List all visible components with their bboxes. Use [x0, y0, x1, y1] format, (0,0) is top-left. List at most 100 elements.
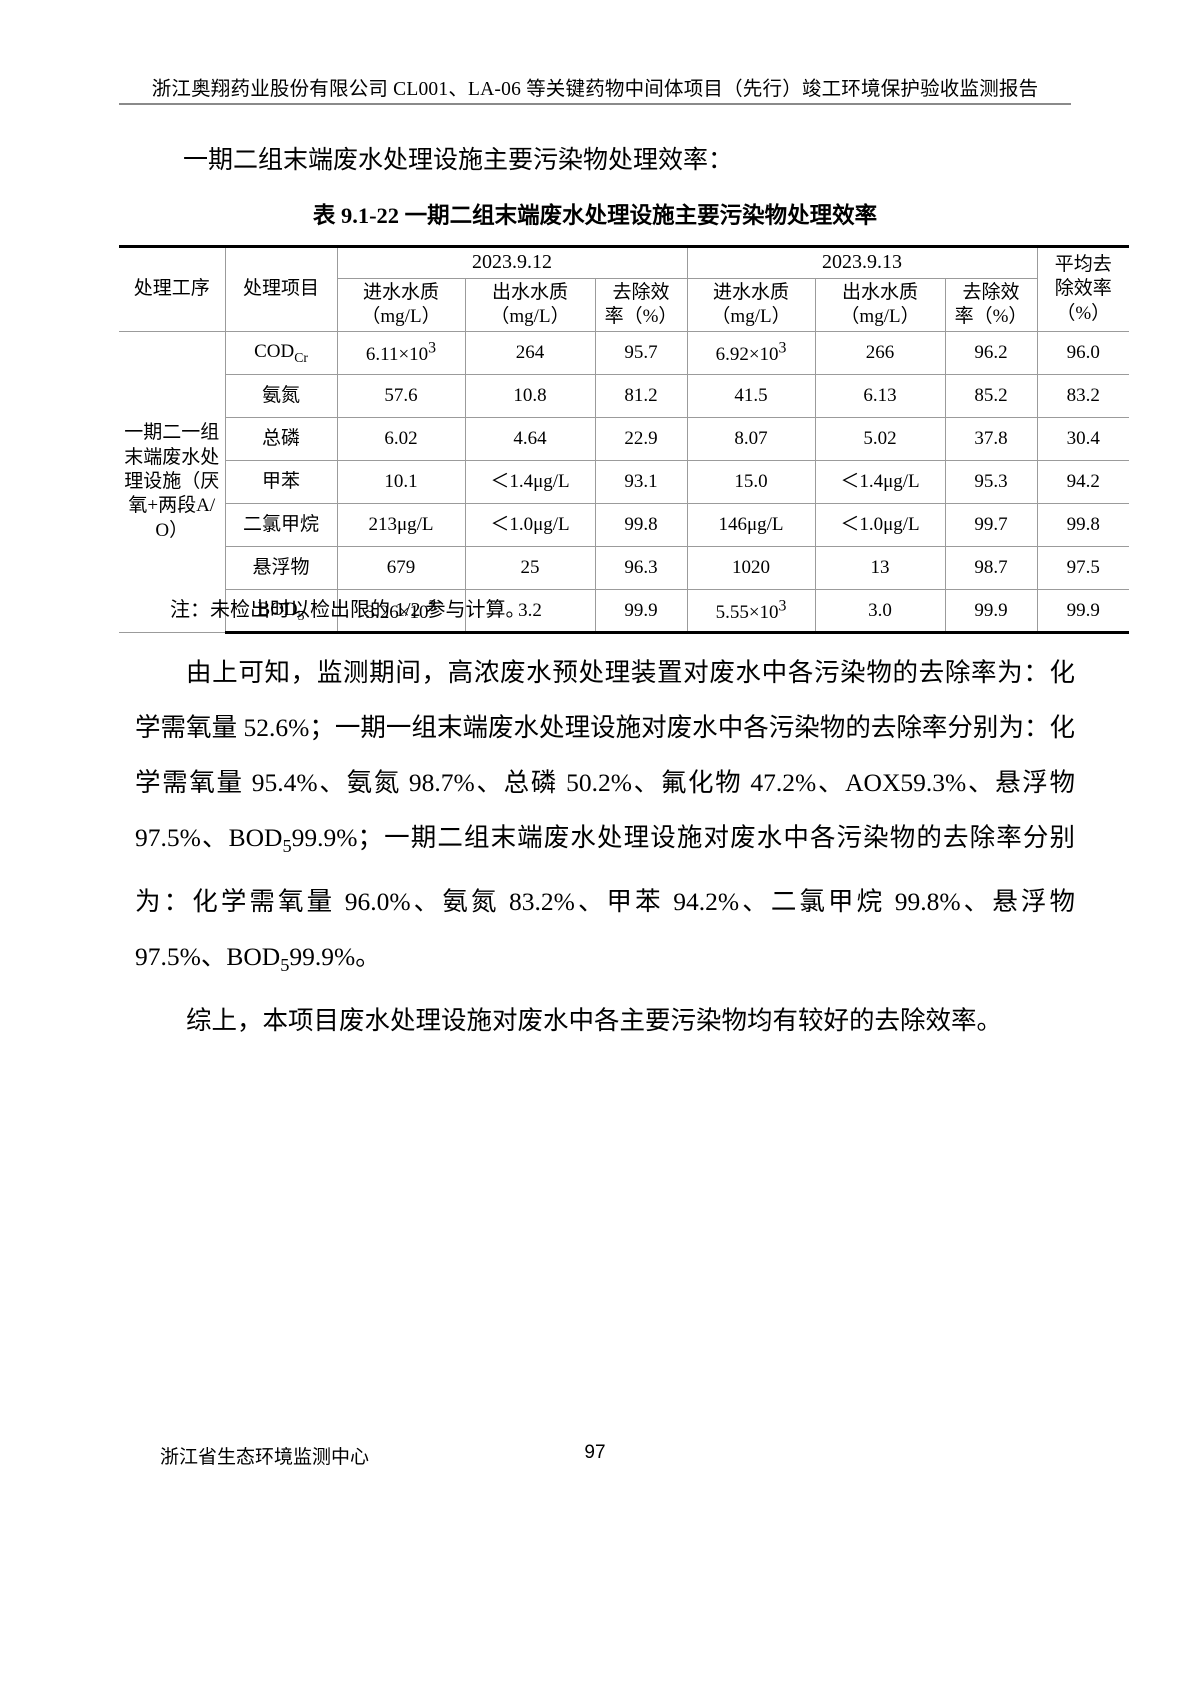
paragraph-1-sub-2: 5: [280, 955, 290, 976]
cell-d2-out: ＜1.0μg/L: [814, 503, 946, 548]
footer-page-number: 97: [584, 1442, 606, 1463]
cell-d1-eff: 99.9: [594, 589, 688, 635]
header-date-group-1: 2023.9.12: [336, 245, 688, 279]
cell-avg: 96.0: [1036, 331, 1130, 376]
cell-d1-in: 6.11×103: [336, 331, 466, 376]
cell-avg: 94.2: [1036, 460, 1130, 505]
cell-item: 悬浮物: [224, 546, 338, 591]
table-row: 甲苯 10.1 ＜1.4μg/L 93.1 15.0 ＜1.4μg/L 95.3…: [119, 460, 1130, 505]
table-row: 总磷 6.02 4.64 22.9 8.07 5.02 37.8 30.4: [119, 417, 1130, 462]
table-header-row-dates: 处理工序 处理项目 2023.9.12 2023.9.13 平均去 除效率 （%…: [119, 244, 1130, 333]
cell-d1-out: 264: [464, 331, 596, 376]
table-row: 悬浮物 679 25 96.3 1020 13 98.7 97.5: [119, 546, 1130, 591]
table-row: 一期二一组末端废水处理设施（厌氧+两段A/O） CODCr 6.11×103 2…: [119, 331, 1130, 634]
cell-d2-out: 3.0: [814, 589, 946, 635]
header-sub-1: 出水水质 （mg/L）: [464, 277, 596, 333]
header-sub-1-line2: （mg/L）: [490, 305, 570, 327]
cell-d1-eff: 81.2: [594, 374, 688, 419]
cell-d2-eff: 99.7: [944, 503, 1038, 548]
cell-d1-in: 679: [336, 546, 466, 591]
header-sub-4-line1: 出水水质: [842, 281, 919, 303]
cell-d2-eff: 99.9: [944, 589, 1038, 635]
header-sub-5: 去除效 率（%）: [944, 277, 1038, 333]
paragraph-1: 由上可知，监测期间，高浓废水预处理装置对废水中各污染物的去除率为：化学需氧量 5…: [135, 645, 1075, 993]
cell-item: 总磷: [224, 417, 338, 462]
cell-d2-in: 6.92×103: [686, 331, 816, 376]
header-date-group-2: 2023.9.13: [686, 245, 1038, 279]
header-sub-2-line2: 率（%）: [604, 305, 678, 327]
cell-avg: 97.5: [1036, 546, 1130, 591]
header-sub-3-line1: 进水水质: [713, 281, 790, 303]
cell-d2-out: 13: [814, 546, 946, 591]
cell-d1-eff: 96.3: [594, 546, 688, 591]
cell-d1-eff: 99.8: [594, 503, 688, 548]
cell-d1-in: 57.6: [336, 374, 466, 419]
cell-d2-eff: 96.2: [944, 331, 1038, 376]
header-process: 处理工序: [119, 244, 226, 333]
efficiency-table-wrapper: 处理工序 处理项目 2023.9.12 2023.9.13 平均去 除效率 （%…: [119, 244, 1130, 635]
paragraph-1-part-c: 99.9%。: [289, 942, 381, 972]
cell-item: 二氯甲烷: [224, 503, 338, 548]
cell-d2-eff: 95.3: [944, 460, 1038, 505]
table-note: 注：未检出时以检出限的 1/2 参与计算。: [170, 599, 526, 621]
table-row: 氨氮 57.6 10.8 81.2 41.5 6.13 85.2 83.2: [119, 374, 1130, 419]
cell-avg: 30.4: [1036, 417, 1130, 462]
cell-avg: 83.2: [1036, 374, 1130, 419]
table-row: 二氯甲烷 213μg/L ＜1.0μg/L 99.8 146μg/L ＜1.0μ…: [119, 503, 1130, 548]
header-sub-3-line2: （mg/L）: [711, 305, 791, 327]
cell-d2-in: 41.5: [686, 374, 816, 419]
cell-d2-in: 15.0: [686, 460, 816, 505]
section-lead-text: 一期二组末端废水处理设施主要污染物处理效率：: [183, 147, 734, 174]
header-sub-0-line2: （mg/L）: [361, 305, 441, 327]
footer-organization: 浙江省生态环境监测中心: [160, 1447, 370, 1468]
cell-avg: 99.8: [1036, 503, 1130, 548]
avg-line-1: 平均去: [1054, 254, 1112, 276]
paragraph-2: 综上，本项目废水处理设施对废水中各主要污染物均有较好的去除效率。: [186, 1006, 1003, 1036]
table-caption: 表 9.1-22 一期二组末端废水处理设施主要污染物处理效率: [312, 203, 878, 228]
header-sub-5-line2: 率（%）: [954, 305, 1028, 327]
paragraph-1-sub-1: 5: [282, 836, 292, 857]
running-header: 浙江奥翔药业股份有限公司 CL001、LA-06 等关键药物中间体项目（先行）竣…: [151, 79, 1039, 100]
paragraph-1-part-b: 99.9%；一期二组末端废水处理设施对废水中各污染物的去除率分别为：化学需氧量 …: [135, 823, 1075, 972]
cell-item: 氨氮: [224, 374, 338, 419]
cell-d1-eff: 93.1: [594, 460, 688, 505]
header-sub-0: 进水水质 （mg/L）: [336, 277, 466, 333]
header-sub-0-line1: 进水水质: [362, 281, 439, 303]
avg-line-2: 除效率: [1054, 278, 1112, 300]
cell-d2-eff: 98.7: [944, 546, 1038, 591]
cell-d2-out: 266: [814, 331, 946, 376]
cell-d2-in: 1020: [686, 546, 816, 591]
cell-item: 甲苯: [224, 460, 338, 505]
header-sub-3: 进水水质 （mg/L）: [686, 277, 816, 333]
header-item: 处理项目: [224, 244, 338, 333]
cell-d2-in: 5.55×103: [686, 589, 816, 635]
table-row: BOD5 3.26×103 3.2 99.9 5.55×103 3.0 99.9…: [119, 589, 1130, 635]
cell-d1-out: ＜1.0μg/L: [464, 503, 596, 548]
header-sub-1-line1: 出水水质: [491, 281, 568, 303]
avg-line-3: （%）: [1056, 302, 1111, 324]
header-sub-2-line1: 去除效: [612, 281, 670, 303]
cell-d2-eff: 37.8: [944, 417, 1038, 462]
cell-avg: 99.9: [1036, 589, 1130, 635]
cell-d2-in: 8.07: [686, 417, 816, 462]
header-divider: [119, 103, 1071, 105]
cell-d1-eff: 22.9: [594, 417, 688, 462]
cell-d1-out: 10.8: [464, 374, 596, 419]
header-sub-4-line2: （mg/L）: [840, 305, 920, 327]
efficiency-table: 处理工序 处理项目 2023.9.12 2023.9.13 平均去 除效率 （%…: [119, 244, 1130, 635]
header-sub-5-line1: 去除效: [962, 281, 1020, 303]
header-sub-2: 去除效 率（%）: [594, 277, 688, 333]
cell-d2-eff: 85.2: [944, 374, 1038, 419]
paragraph-1-part-a: 由上可知，监测期间，高浓废水预处理装置对废水中各污染物的去除率为：化学需氧量 5…: [135, 658, 1075, 852]
cell-d2-out: 5.02: [814, 417, 946, 462]
cell-d1-out: 25: [464, 546, 596, 591]
cell-item: CODCr: [224, 331, 338, 376]
header-average-efficiency: 平均去 除效率 （%）: [1036, 244, 1130, 333]
cell-d1-in: 213μg/L: [336, 503, 466, 548]
cell-d1-in: 10.1: [336, 460, 466, 505]
cell-d2-out: 6.13: [814, 374, 946, 419]
cell-process-group: 一期二一组末端废水处理设施（厌氧+两段A/O）: [119, 331, 226, 634]
table-header-row-units: 进水水质 （mg/L） 出水水质 （mg/L） 去除效 率（%） 进水水质 （m…: [119, 277, 1129, 333]
cell-item: BOD5: [224, 589, 338, 635]
